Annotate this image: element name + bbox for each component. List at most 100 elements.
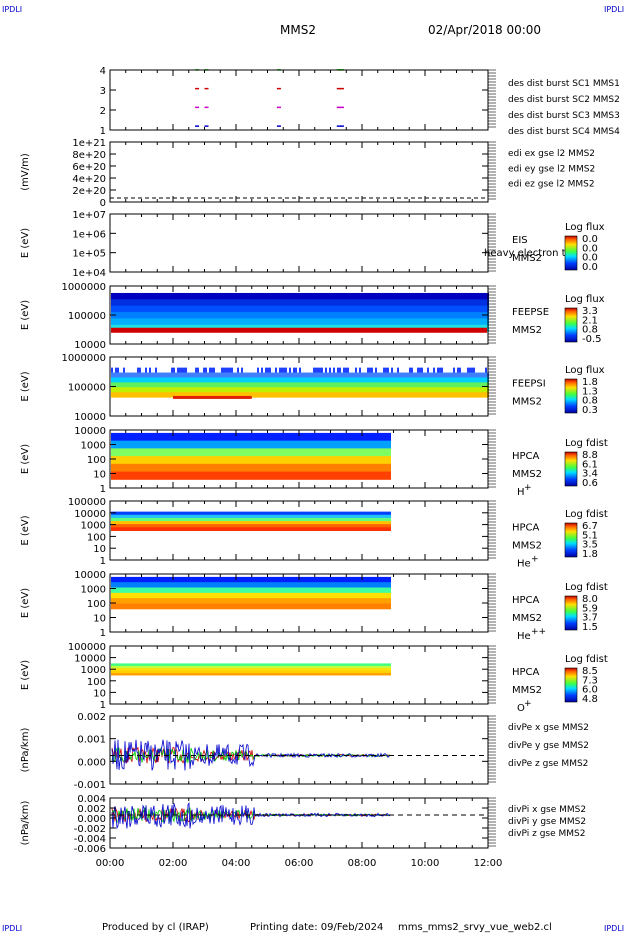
- panel-hpca_he-spectrogram-cell: [175, 514, 177, 519]
- panel-hpca_he-spectrogram-cell: [275, 511, 277, 516]
- panel-feepsi-spectrogram-cell: [427, 372, 429, 378]
- panel-feepse-spectrogram-cell: [173, 299, 175, 307]
- panel-feepsi-spectrogram-cell: [359, 377, 361, 383]
- panel-eis-ytick-label: 1e+06: [72, 229, 106, 240]
- panel-feepse-spectrogram-cell: [337, 318, 339, 326]
- panel-hpca_hepp-spectrogram-cell: [135, 603, 137, 610]
- panel-feepsi-spectrogram-cell: [331, 372, 333, 378]
- panel-hpca_he-spectrogram-cell: [241, 527, 243, 531]
- panel-hpca_he-spectrogram-cell: [143, 517, 145, 522]
- panel-hpca_h-spectrogram-cell: [375, 471, 377, 480]
- panel-hpca_h-spectrogram-cell: [245, 448, 247, 457]
- panel-feepsi-spectrogram-cell: [187, 387, 189, 393]
- panel-feepse-spectrogram-cell: [353, 312, 355, 319]
- panel-hpca_he-spectrogram-cell: [345, 511, 347, 516]
- panel-feepse-spectrogram-cell: [209, 305, 211, 313]
- panel-hpca_he-spectrogram-cell: [223, 517, 225, 522]
- panel-hpca_hepp-spectrogram-cell: [165, 603, 167, 610]
- panel-feepse-spectrogram-cell: [377, 318, 379, 326]
- panel-feepsi-spectrogram-cell: [411, 377, 413, 383]
- panel-hpca_he-spectrogram-cell: [133, 511, 135, 516]
- panel-feepse-spectrogram-cell: [427, 312, 429, 319]
- panel-hpca_hepp-spectrogram-cell: [143, 592, 145, 599]
- panel-hpca_h-spectrogram-cell: [235, 471, 237, 480]
- panel-feepsi-spectrogram-cell: [149, 372, 151, 378]
- panel-feepsi-spectrogram-cell: [169, 382, 171, 388]
- panel-feepsi-spectrogram-cell: [141, 372, 143, 378]
- panel-feepse-spectrogram-cell: [117, 299, 119, 307]
- panel-hpca_he-spectrogram-cell: [321, 517, 323, 522]
- panel-feepsi-spectrogram-cell: [339, 392, 341, 398]
- panel-hpca_h-spacecraft-label: MMS2: [512, 469, 542, 480]
- panel-feepse-spectrogram-cell: [379, 318, 381, 326]
- panel-hpca_he-spectrogram-cell: [213, 514, 215, 519]
- panel-hpca_h-spectrogram-cell: [375, 463, 377, 473]
- panel-feepse-spectrogram-cell: [417, 292, 419, 300]
- panel-feepse-spectrogram-cell: [171, 305, 173, 313]
- panel-hpca_hepp-spectrogram-cell: [225, 598, 227, 604]
- panel-feepse-ytick-label: 100000: [68, 311, 106, 322]
- panel-feepsi-spectrogram-cell: [125, 392, 127, 398]
- panel-feepse-spectrogram-cell: [233, 292, 235, 300]
- panel-feepse-spectrogram-cell: [303, 312, 305, 319]
- panel-feepsi-spectrogram-cell: [461, 367, 463, 374]
- panel-feepsi-spectrogram-cell: [261, 372, 263, 378]
- panel-feepsi-spectrogram-cell: [353, 372, 355, 378]
- panel-feepse-spectrogram-cell: [223, 318, 225, 326]
- panel-hpca_hepp-spectrogram-cell: [195, 576, 197, 583]
- panel-feepsi-spectrogram-cell: [189, 367, 191, 374]
- panel-hpca_he-spectrogram-cell: [351, 521, 353, 525]
- panel-feepse-spectrogram-cell: [473, 305, 475, 313]
- panel-hpca_he-spectrogram-cell: [311, 511, 313, 516]
- panel-hpca_he-spectrogram-cell: [161, 521, 163, 525]
- panel-hpca_h-spectrogram-cell: [359, 471, 361, 480]
- panel-hpca_hepp-spectrogram-cell: [217, 603, 219, 610]
- panel-hpca_h-spectrogram-cell: [183, 463, 185, 473]
- panel-hpca_h-spectrogram-cell: [123, 440, 125, 449]
- panel-feepse-spectrogram-cell: [143, 312, 145, 319]
- panel-hpca_h-spectrogram-cell: [237, 471, 239, 480]
- panel-feepsi-spectrogram-cell: [339, 377, 341, 383]
- panel-feepsi-spectrogram-cell: [421, 372, 423, 378]
- panel-hpca_he-spectrogram-cell: [311, 514, 313, 519]
- panel-hpca_h-spectrogram-cell: [381, 471, 383, 480]
- panel-feepsi-spectrogram-cell: [247, 382, 249, 388]
- panel-hpca_h-spectrogram-cell: [209, 432, 211, 442]
- panel-feepse-spectrogram-cell: [401, 305, 403, 313]
- panel-feepsi-spectrogram-cell: [361, 387, 363, 393]
- panel-hpca_h-spectrogram-cell: [251, 448, 253, 457]
- panel-hpca_h-spectrogram-cell: [261, 463, 263, 473]
- panel-hpca_he-spectrogram-cell: [319, 517, 321, 522]
- panel-hpca_h-spectrogram-cell: [113, 456, 115, 465]
- panel-feepse-spectrogram-cell: [157, 305, 159, 313]
- panel-hpca_h-spectrogram-cell: [185, 456, 187, 465]
- panel-feepse-ylabel: E (eV): [20, 300, 31, 330]
- panel-hpca_he-spectrogram-cell: [135, 511, 137, 516]
- panel-feepse-spectrogram-cell: [343, 312, 345, 319]
- panel-hpca_h-spectrogram-cell: [211, 448, 213, 457]
- panel-feepsi-spectrogram-cell: [451, 372, 453, 378]
- panel-hpca_h-spectrogram-cell: [273, 456, 275, 465]
- panel-feepse-spectrogram-cell: [479, 299, 481, 307]
- panel-hpca_he-spectrogram-cell: [185, 514, 187, 519]
- panel-hpca_he-spectrogram-cell: [163, 521, 165, 525]
- panel-hpca_he-spectrogram-cell: [113, 514, 115, 519]
- panel-feepse-spectrogram-cell: [173, 292, 175, 300]
- panel-feepse-spectrogram-cell: [239, 312, 241, 319]
- panel-feepse-spectrogram-cell: [427, 305, 429, 313]
- panel-hpca_h-spectrogram-cell: [337, 448, 339, 457]
- panel-feepsi-spectrogram-cell: [265, 377, 267, 383]
- panel-hpca_h-spectrogram-cell: [137, 463, 139, 473]
- panel-feepsi-spectrogram-cell: [231, 367, 233, 374]
- panel-feepse-spectrogram-cell: [477, 312, 479, 319]
- panel-feepse-spectrogram-cell: [485, 292, 487, 300]
- panel-feepse-spectrogram-cell: [423, 292, 425, 300]
- panel-feepsi-spectrogram-cell: [269, 392, 271, 398]
- panel-feepse-ytick-label: 10000: [74, 340, 106, 351]
- panel-hpca_he-spectrogram-cell: [381, 521, 383, 525]
- panel-hpca_he-spectrogram-cell: [347, 524, 349, 528]
- panel-hpca_hepp-spectrogram-cell: [149, 587, 151, 594]
- panel-hpca_h-spectrogram-cell: [231, 471, 233, 480]
- panel-hpca_he-spectrogram-cell: [249, 514, 251, 519]
- panel-feepse-spectrogram-cell: [115, 305, 117, 313]
